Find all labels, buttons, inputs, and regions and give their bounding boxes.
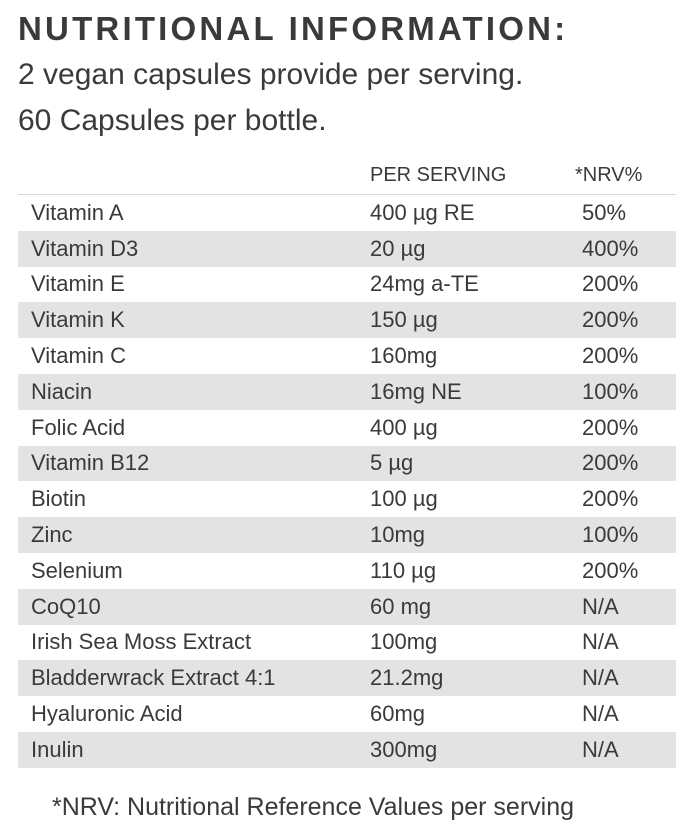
nutrient-name: Vitamin E	[31, 271, 125, 297]
nutrient-name: Inulin	[31, 736, 84, 762]
serving-description: 2 vegan capsules provide per serving.	[18, 58, 524, 91]
per-serving-value: 110 µg	[370, 557, 437, 583]
nutrient-name: Irish Sea Moss Extract	[31, 629, 252, 655]
per-serving-value: 21.2mg	[370, 665, 444, 691]
table-row: Vitamin A 400 µg RE 50%	[18, 195, 676, 231]
nutrient-name: Niacin	[31, 378, 93, 404]
nrv-value: 200%	[582, 271, 639, 297]
nrv-value: N/A	[582, 665, 619, 691]
header-per-serving: PER SERVING	[370, 164, 507, 186]
table-row: Niacin 16mg NE 100%	[18, 373, 676, 410]
nutrient-name: Hyaluronic Acid	[31, 701, 183, 727]
nrv-value: 200%	[582, 343, 639, 369]
nutrient-name: Bladderwrack Extract 4:1	[31, 665, 276, 691]
table-row: Inulin 300mg N/A	[18, 731, 676, 768]
per-serving-value: 100mg	[370, 629, 438, 655]
table-row: Selenium 110 µg 200%	[18, 553, 676, 589]
table-row: Bladderwrack Extract 4:1 21.2mg N/A	[18, 660, 676, 697]
nrv-value: 200%	[582, 486, 639, 512]
nrv-value: N/A	[582, 593, 619, 619]
nutrient-name: Vitamin D3	[31, 235, 139, 261]
nutrient-name: Selenium	[31, 557, 123, 583]
nrv-value: 50%	[582, 199, 627, 225]
nutrient-name: Vitamin C	[31, 343, 126, 369]
nrv-value: 200%	[582, 414, 639, 440]
footnote: *NRV: Nutritional Reference Values per s…	[52, 793, 575, 821]
per-serving-value: 100 µg	[370, 486, 438, 512]
nutrient-name: Folic Acid	[31, 414, 126, 440]
per-serving-value: 20 µg	[370, 235, 426, 261]
per-serving-value: 400 µg	[370, 414, 438, 440]
per-serving-value: 160mg	[370, 343, 438, 369]
nutrient-name: Zinc	[31, 522, 73, 548]
table-body: Vitamin A 400 µg RE 50% Vitamin D3 20 µg 400%…	[18, 195, 676, 768]
nrv-value: 100%	[582, 378, 639, 404]
per-serving-value: 150 µg	[370, 307, 438, 333]
table-row: Vitamin K 150 µg 200%	[18, 302, 676, 339]
per-serving-value: 16mg NE	[370, 378, 462, 404]
nrv-value: 400%	[582, 235, 639, 261]
nutrient-name: Vitamin B12	[31, 450, 150, 476]
table-row: Folic Acid 400 µg 200%	[18, 410, 676, 446]
per-serving-value: 400 µg RE	[370, 199, 475, 225]
table-row: Vitamin D3 20 µg 400%	[18, 230, 676, 267]
table-row: Hyaluronic Acid 60mg N/A	[18, 696, 676, 732]
table-row: CoQ10 60 mg N/A	[18, 588, 676, 625]
header-nrv: *NRV%	[575, 164, 643, 186]
nrv-value: 200%	[582, 450, 639, 476]
table-row: Vitamin B12 5 µg 200%	[18, 445, 676, 482]
nrv-value: 200%	[582, 307, 639, 333]
bottle-description: 60 Capsules per bottle.	[18, 104, 327, 137]
per-serving-value: 5 µg	[370, 450, 414, 476]
page-title: NUTRITIONAL INFORMATION:	[18, 10, 569, 47]
nrv-value: N/A	[582, 701, 619, 727]
per-serving-value: 60 mg	[370, 593, 432, 619]
table-header: PER SERVING *NRV%	[18, 158, 676, 195]
nutrient-name: Vitamin A	[31, 199, 124, 225]
nutrient-name: Vitamin K	[31, 307, 125, 333]
nrv-value: N/A	[582, 736, 619, 762]
per-serving-value: 300mg	[370, 736, 438, 762]
nrv-value: 200%	[582, 557, 639, 583]
table-row: Zinc 10mg 100%	[18, 517, 676, 553]
per-serving-value: 10mg	[370, 522, 426, 548]
table-row: Irish Sea Moss Extract 100mg N/A	[18, 625, 676, 661]
nutrition-table: PER SERVING *NRV% Vitamin A 400 µg RE 50% V…	[18, 158, 676, 768]
per-serving-value: 24mg a-TE	[370, 271, 479, 297]
table-row: Biotin 100 µg 200%	[18, 481, 676, 517]
table-row: Vitamin E 24mg a-TE 200%	[18, 267, 676, 303]
per-serving-value: 60mg	[370, 701, 426, 727]
nrv-value: N/A	[582, 629, 619, 655]
table-row: Vitamin C 160mg 200%	[18, 338, 676, 374]
nrv-value: 100%	[582, 522, 639, 548]
nutrient-name: Biotin	[31, 486, 87, 512]
nutrient-name: CoQ10	[31, 593, 101, 619]
